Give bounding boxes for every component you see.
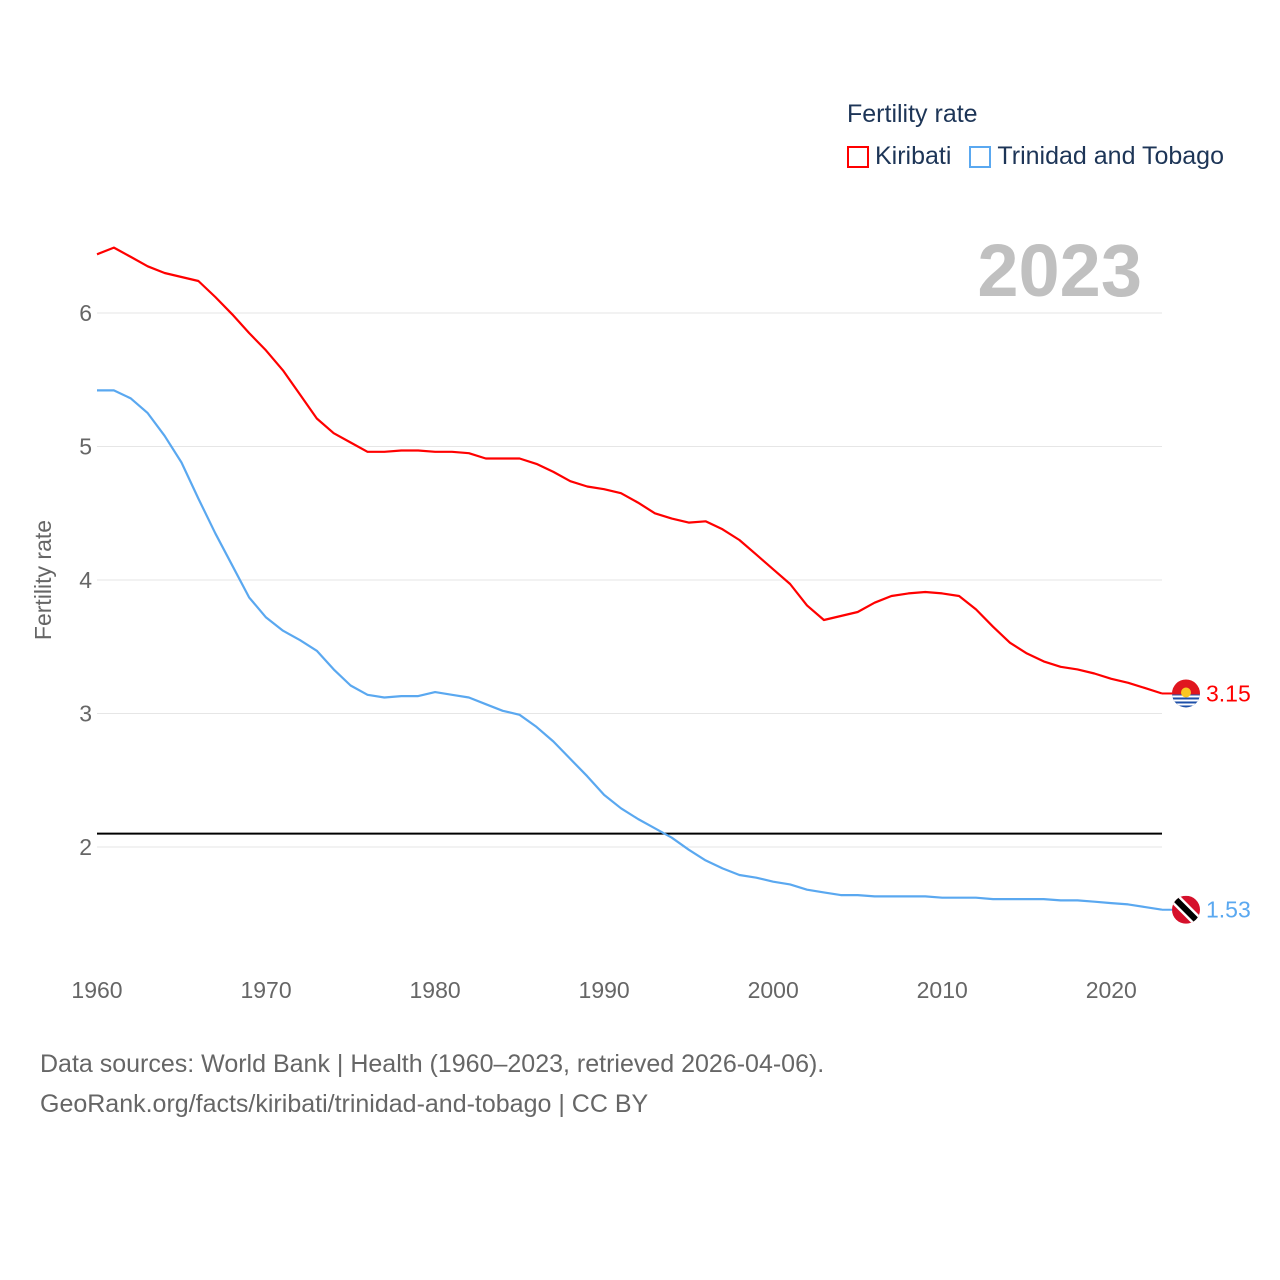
trinidad-flag-icon [1172, 895, 1200, 924]
legend-label: Trinidad and Tobago [997, 142, 1224, 170]
y-tick-label: 6 [79, 300, 92, 326]
end-value-label: 1.53 [1206, 897, 1251, 923]
x-tick-label: 1990 [579, 977, 630, 1003]
y-tick-label: 2 [79, 834, 92, 860]
flag [1172, 679, 1200, 708]
legend-item-trinidad-and-tobago[interactable]: Trinidad and Tobago [969, 142, 1224, 171]
flag-wave [1172, 699, 1200, 702]
flag-red [1172, 679, 1200, 695]
x-tick-label: 1970 [240, 977, 291, 1003]
x-tick-label: 2020 [1086, 977, 1137, 1003]
flag-sun [1181, 687, 1191, 698]
flag-black [1172, 895, 1200, 924]
y-tick-label: 4 [79, 567, 92, 593]
x-tick-label: 1960 [71, 977, 122, 1003]
end-value-label: 3.15 [1206, 680, 1251, 706]
x-tick-label: 1980 [410, 977, 461, 1003]
kiribati-flag-icon [1172, 679, 1200, 708]
series-line-kiribati [96, 246, 1163, 695]
legend-swatch-kiribati [847, 145, 869, 168]
y-tick-label: 3 [79, 701, 92, 727]
y-axis-label: Fertility rate [30, 520, 56, 640]
series-line-trinidad-and-tobago [97, 389, 1163, 911]
x-tick-label: 2000 [748, 977, 799, 1003]
source-link[interactable]: GeoRank.org/facts/kiribati/trinidad-and-… [40, 1090, 649, 1118]
footer: Data sources: World Bank | Health (1960–… [40, 1044, 824, 1124]
year-label: 2023 [977, 229, 1142, 312]
legend: Kiribati Trinidad and Tobago [847, 142, 1242, 171]
legend-item-kiribati[interactable]: Kiribati [847, 142, 951, 171]
legend-label: Kiribati [875, 142, 952, 170]
flag [1172, 895, 1200, 924]
x-tick-label: 2010 [917, 977, 968, 1003]
legend-title: Fertility rate [847, 100, 978, 128]
legend-swatch-trinidad [969, 145, 992, 168]
data-source: Data sources: World Bank | Health (1960–… [40, 1050, 825, 1078]
flag-wave [1172, 703, 1200, 706]
y-tick-label: 5 [79, 434, 92, 460]
